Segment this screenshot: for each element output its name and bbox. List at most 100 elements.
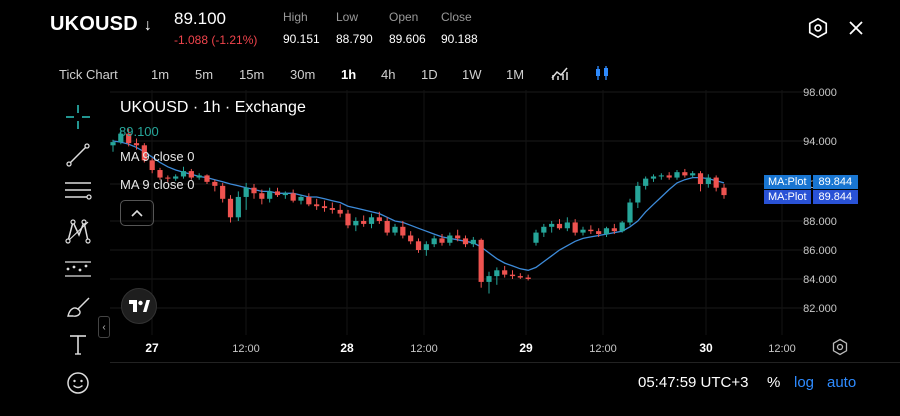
forecast-tool[interactable] — [62, 253, 94, 285]
candle-body — [439, 238, 445, 243]
candle-body — [431, 238, 437, 245]
log-toggle[interactable]: log — [794, 374, 815, 391]
candle-body — [674, 172, 680, 178]
candle — [658, 173, 664, 180]
candle — [149, 158, 155, 174]
candle-body — [259, 193, 265, 199]
candle-body — [220, 185, 226, 199]
tab-1h[interactable]: 1h — [341, 67, 357, 82]
candle-body — [541, 226, 547, 233]
candle-body — [470, 239, 476, 245]
candle-body — [611, 228, 617, 232]
candle — [118, 129, 124, 145]
brush-tool[interactable] — [62, 291, 94, 323]
ohlc-label: High — [283, 10, 308, 24]
candle-body — [126, 133, 132, 144]
symbol-selector[interactable]: UKOUSD ↓ — [50, 13, 152, 36]
candle-body — [713, 177, 719, 188]
close-button[interactable] — [844, 16, 868, 40]
candle-body — [212, 181, 218, 186]
candle — [697, 171, 704, 192]
ohlc-high: High 90.151 — [283, 10, 320, 46]
settings-button[interactable] — [806, 16, 830, 40]
tab-1d[interactable]: 1D — [421, 67, 438, 82]
fib-tool[interactable] — [62, 175, 94, 207]
candle-body — [619, 222, 625, 232]
candle — [462, 235, 469, 248]
percent-toggle[interactable]: % — [767, 374, 781, 391]
candle-body — [110, 142, 116, 146]
text-tool[interactable] — [62, 329, 94, 361]
trend-line-tool[interactable] — [62, 139, 94, 171]
candle — [690, 171, 696, 178]
candle-body — [635, 185, 641, 203]
emoji-tool[interactable] — [62, 367, 94, 399]
candle-body — [368, 217, 375, 224]
candle-body — [564, 222, 570, 229]
candle-body — [556, 223, 563, 229]
price-change: -1.088 (-1.21%) — [174, 33, 258, 47]
auto-toggle[interactable]: auto — [827, 374, 857, 391]
ohlc-label: Open — [389, 10, 419, 24]
x-tick-label: 12:00 — [232, 343, 260, 355]
candle — [243, 182, 249, 210]
candle — [173, 174, 179, 181]
candle — [713, 175, 719, 192]
hexagon-settings-icon — [808, 17, 828, 39]
chart-legend-title: UKOUSD · 1h · Exchange — [120, 99, 306, 116]
candle — [533, 229, 539, 246]
toolbar-collapse-tab[interactable]: ‹ — [98, 316, 110, 338]
tab-30m[interactable]: 30m — [290, 67, 316, 82]
candle — [611, 223, 617, 235]
symbol-name: UKOUSD — [50, 13, 138, 35]
crosshair-tool[interactable] — [62, 101, 94, 133]
ohlc-low: Low 88.790 — [336, 10, 373, 46]
candle-body — [455, 235, 461, 239]
y-tick-label: 98.000 — [803, 87, 837, 99]
candle-body — [392, 226, 398, 233]
ohlc-open: Open 89.606 — [389, 10, 426, 46]
tab-1m[interactable]: 1m — [151, 67, 170, 82]
candle — [541, 223, 547, 237]
candle — [674, 170, 680, 180]
axis-settings-icon[interactable] — [831, 338, 849, 356]
x-tick-label: 12:00 — [768, 343, 796, 355]
tab-15m[interactable]: 15m — [239, 67, 265, 82]
candle-body — [329, 208, 335, 210]
candle — [133, 138, 140, 150]
ma-tag-key: MA:Plot — [764, 175, 811, 189]
candle-body — [376, 217, 382, 221]
candle — [627, 198, 633, 226]
indicators-button[interactable] — [551, 65, 569, 84]
tab-4h[interactable]: 4h — [381, 67, 396, 82]
candle-body — [196, 175, 202, 178]
legend-ma-2[interactable]: MA 9 close 0 — [120, 177, 195, 192]
legend-ma-1[interactable]: MA 9 close 0 — [120, 149, 195, 164]
tradingview-logo[interactable] — [121, 288, 157, 324]
candle — [251, 184, 257, 199]
x-tick-label: 30 — [699, 341, 713, 355]
symbol-arrow-icon: ↓ — [143, 17, 153, 34]
candle — [470, 236, 476, 248]
ohlc-close: Close 90.188 — [441, 10, 478, 46]
x-tick-label: 29 — [519, 341, 533, 355]
legend-collapse-button[interactable] — [120, 200, 154, 226]
candle-body — [173, 176, 179, 179]
candle — [384, 217, 390, 236]
chart-type-button[interactable] — [594, 65, 610, 84]
x-tick-label: 27 — [145, 341, 159, 355]
candle — [486, 271, 492, 294]
candles-icon — [596, 66, 608, 80]
tab-tick-chart[interactable]: Tick Chart — [59, 67, 118, 82]
pattern-tool[interactable] — [62, 215, 94, 247]
ma-price-tag-2: MA:Plot 89.844 — [764, 190, 859, 204]
candle-body — [353, 221, 359, 226]
tab-1w[interactable]: 1W — [462, 67, 482, 82]
candle — [588, 225, 594, 235]
tab-1m-month[interactable]: 1M — [506, 67, 525, 82]
candle — [188, 168, 194, 180]
clock[interactable]: 05:47:59 UTC+3 — [638, 374, 749, 391]
candle — [635, 181, 641, 209]
tab-5m[interactable]: 5m — [195, 67, 214, 82]
